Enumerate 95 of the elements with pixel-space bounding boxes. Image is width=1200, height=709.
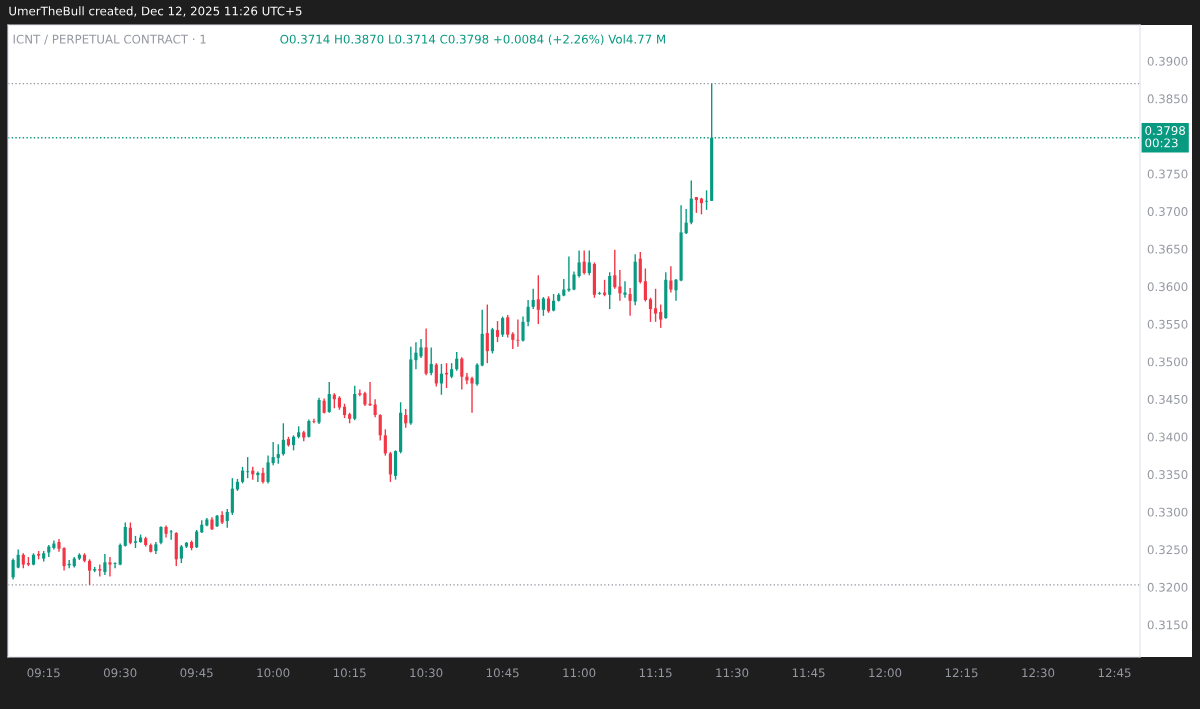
x-tick-label: 12:45 [1098,668,1131,678]
x-tick-label: 11:30 [716,668,749,678]
candlestick [582,249,586,276]
candlestick [654,288,658,323]
candlestick [455,351,459,372]
candlestick [312,418,316,424]
candlestick [373,398,377,418]
candlestick [195,529,199,549]
x-tick-label: 09:45 [180,668,213,678]
y-tick-label: 0.3600 [1147,282,1188,292]
candlestick [378,413,382,442]
candlestick [317,397,321,425]
candlestick [495,320,500,343]
candlestick [577,249,581,279]
ref-line-label: 0.3798 00:23 [1145,126,1186,148]
candlestick [103,553,107,576]
x-tick-label: 10:30 [410,668,443,678]
candlestick [128,521,132,545]
candlestick [521,315,525,343]
candlestick [485,303,489,364]
text: ICNT / PERPETUAL CONTRACT · 1 [13,34,206,45]
x-tick-label: 09:30 [103,668,137,678]
candlestick [123,521,127,548]
candlestick [501,315,505,338]
y-tick-label: 0.3450 [1147,394,1188,404]
candlestick [246,456,250,479]
candlestick [434,362,438,388]
x-tick-label: 12:30 [1022,668,1055,678]
x-tick-label: 10:15 [333,668,366,678]
candlestick [271,441,275,467]
y-tick-label: 0.3350 [1147,470,1188,480]
candlestick [470,376,474,414]
candlestick [475,362,479,387]
candlestick [307,418,311,439]
candlestick [281,422,285,457]
x-tick-label: 11:00 [563,668,596,678]
x-tick-label: 11:45 [792,668,825,678]
y-tick-label: 0.3900 [1147,56,1188,66]
candlestick [674,278,678,302]
x-tick-label: 10:00 [257,668,290,678]
candlestick [526,299,530,328]
candlestick [638,251,642,285]
candlestick [536,274,540,325]
candlestick [383,428,387,457]
candlestick [684,208,688,235]
y-tick-label: 0.3650 [1147,244,1188,254]
x-tick-label: 10:45 [486,668,519,678]
candlestick [460,356,464,391]
candlestick [225,508,229,529]
text: UmerTheBull created, Dec 12, 2025 11:26 UTC+5 [9,6,302,17]
candlestick [404,408,408,429]
candlestick [327,381,331,414]
candlestick [490,327,494,355]
candlestick [613,248,617,290]
candlestick [516,318,520,348]
candlestick [113,561,117,570]
y-tick-label: 0.3250 [1147,545,1188,555]
candlestick [643,267,647,303]
candlestick [541,296,545,317]
x-tick-label: 12:15 [945,668,978,678]
y-tick-label: 0.3700 [1147,207,1188,217]
candlestick [628,287,632,317]
x-tick-label: 12:00 [869,668,902,678]
candlestick [159,525,163,545]
candlestick [276,443,280,465]
y-tick-label: 0.3400 [1147,432,1188,442]
candlestick [429,346,433,376]
x-tick-label: 09:15 [27,668,60,678]
candlestick [705,189,709,211]
y-tick-label: 0.3750 [1147,169,1188,179]
candlestick [62,546,66,572]
y-tick-label: 0.3300 [1147,507,1188,517]
text: O0.3714 H0.3870 L0.3714 C0.3798 +0.0084 (+2.26%) Vol4.77 M [280,34,665,46]
candlestick [358,388,362,397]
candlestick [659,303,663,329]
candlestick [669,265,673,294]
candlestick [506,314,510,339]
y-tick-label: 0.3550 [1147,319,1188,329]
candlestick [608,271,612,310]
x-tick-label: 11:15 [639,668,672,678]
y-tick-label: 0.3850 [1147,94,1188,104]
y-tick-label: 0.3150 [1147,620,1188,630]
y-tick-label: 0.3500 [1147,357,1188,367]
candlestick [388,451,393,483]
candlestick [179,544,183,564]
candlestick [511,331,515,350]
y-tick-label: 0.3200 [1147,582,1188,592]
candlestick [88,558,92,586]
candlestick [266,454,270,485]
candlestick [531,288,535,310]
candlestick [108,556,112,578]
candlestick [11,557,15,581]
candlestick [587,249,591,276]
candlestick [623,280,627,299]
candlestick [648,297,653,323]
